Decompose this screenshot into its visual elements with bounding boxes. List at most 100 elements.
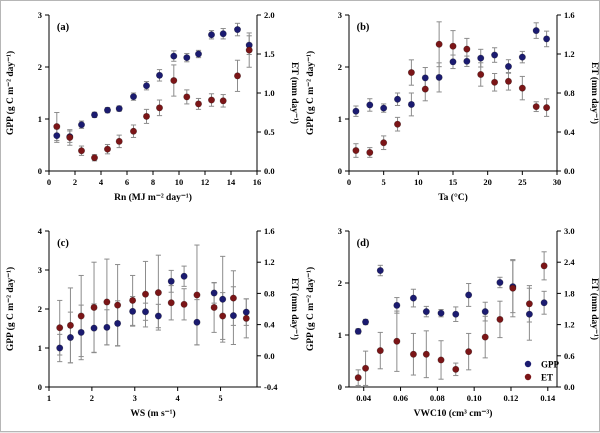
gpp-point: [421, 74, 429, 82]
gpp-error-bars: [355, 260, 547, 341]
et-point: [245, 46, 253, 54]
et-point: [56, 324, 64, 332]
et-point: [154, 289, 162, 297]
legend: GPP ET: [524, 360, 559, 383]
x-tick-label: 14: [227, 177, 236, 187]
et-point: [394, 120, 402, 128]
x-tick-label: 3: [133, 393, 137, 403]
x-tick-label: 2: [73, 177, 77, 187]
x-tick-label: 4: [99, 177, 104, 187]
et-point: [90, 303, 98, 311]
et-point: [219, 97, 227, 105]
x-tick-label: 5: [382, 177, 386, 187]
gpp-point: [242, 308, 250, 316]
y-left-tick-label: 0: [338, 166, 342, 176]
x-axis-label: Rn (MJ m⁻² day⁻¹): [114, 192, 192, 203]
y-left-tick-label: 0: [338, 382, 342, 392]
y-left-tick-label: 4: [38, 226, 43, 236]
gpp-point: [114, 319, 122, 327]
et-point: [540, 262, 548, 270]
x-tick-label: 12: [201, 177, 210, 187]
et-point: [352, 147, 360, 155]
gpp-point: [229, 312, 237, 320]
y-right-tick-label: 3.0: [564, 226, 575, 236]
y-right-tick-label: 1.6: [264, 226, 275, 236]
x-tick-label: 0.10: [467, 393, 482, 403]
et-points: [354, 262, 548, 382]
x-axis-label: VWC10 (cm³ cm⁻³): [414, 408, 493, 419]
y-left-tick-label: 3: [38, 265, 42, 275]
y-left-axis-label: GPP (g C m⁻² day⁻¹): [305, 51, 316, 135]
et-point: [518, 84, 526, 92]
gpp-points: [56, 272, 250, 352]
et-point: [496, 315, 504, 323]
et-point: [77, 312, 85, 320]
et-point: [143, 112, 151, 120]
et-point: [167, 299, 175, 307]
gpp-point: [183, 54, 191, 62]
y-right-tick-label: 0.0: [264, 351, 275, 361]
y-right-tick-label: 0.6: [564, 351, 575, 361]
y-right-tick-label: 0.0: [564, 166, 575, 176]
x-tick-label: 6: [125, 177, 129, 187]
et-point: [481, 333, 489, 341]
gpp-point: [362, 318, 370, 326]
y-right-tick-label: 1.5: [264, 49, 275, 59]
et-point: [91, 154, 99, 162]
et-point: [463, 45, 471, 53]
x-tick-label: 4: [176, 393, 181, 403]
panel-b-gpp-et-vs-ta-chart: 0 5 10 15 20 25 30 0 1 2 3 0.0 0.4 0.8 1.2 1.6 Ta (°C) GP…: [305, 10, 600, 203]
y-right-tick-label: 0.8: [564, 88, 575, 98]
y-right-tick-label: 0.0: [264, 166, 275, 176]
gpp-point: [170, 52, 178, 60]
et-point: [234, 72, 242, 80]
et-point: [465, 348, 473, 356]
et-point: [170, 77, 178, 85]
gpp-point: [115, 105, 123, 113]
x-tick-label: 0.08: [430, 393, 445, 403]
y-right-tick-label: 0.8: [264, 288, 275, 298]
gpp-point: [208, 31, 216, 39]
gpp-point: [504, 62, 512, 70]
et-point: [210, 303, 218, 311]
gpp-point: [407, 100, 415, 108]
et-point: [393, 337, 401, 345]
y-left-tick-label: 1: [38, 114, 42, 124]
x-tick-label: 0.12: [504, 393, 519, 403]
y-left-tick-label: 3: [338, 10, 342, 20]
gpp-point: [435, 73, 443, 81]
gpp-error-bars: [57, 255, 249, 364]
gpp-point: [180, 272, 188, 280]
gpp-point: [463, 57, 471, 65]
gpp-point: [193, 318, 201, 326]
et-point: [242, 314, 250, 322]
x-tick-label: 25: [518, 177, 527, 187]
axes: [345, 14, 561, 175]
gpp-point: [78, 121, 86, 129]
y-right-tick-label: 1.0: [264, 88, 275, 98]
et-point: [437, 356, 445, 364]
gpp-point: [66, 333, 74, 341]
gpp-points: [354, 267, 548, 335]
et-point: [183, 93, 191, 101]
y-left-tick-label: 2: [338, 278, 342, 288]
x-tick-label: 0: [47, 177, 51, 187]
et-point: [543, 104, 551, 112]
axes: [345, 230, 561, 391]
y-right-tick-label: 2.4: [564, 257, 575, 267]
x-tick-label: 0: [347, 177, 351, 187]
y-left-tick-label: 1: [338, 114, 342, 124]
et-point: [407, 69, 415, 77]
et-point: [422, 350, 430, 358]
panel-letter: (d): [357, 238, 370, 249]
legend-et-label: ET: [541, 373, 553, 383]
et-point: [193, 291, 201, 299]
x-tick-label: 0.06: [393, 393, 408, 403]
et-point: [532, 103, 540, 111]
y-right-tick-label: 1.8: [564, 288, 575, 298]
et-point: [66, 321, 74, 329]
gpp-point: [219, 30, 227, 38]
et-point: [104, 145, 112, 153]
et-error-bars: [57, 244, 249, 364]
